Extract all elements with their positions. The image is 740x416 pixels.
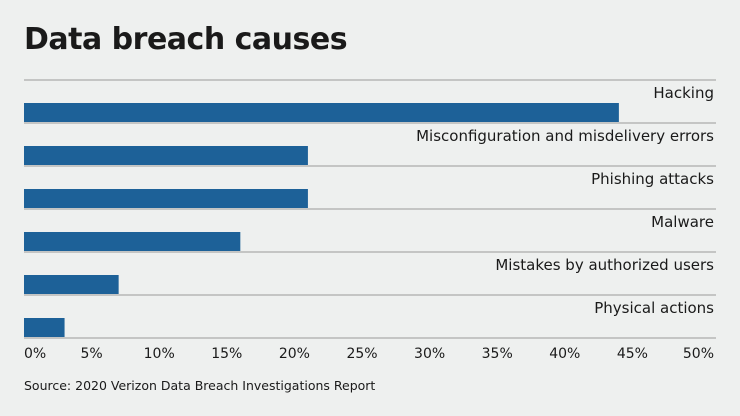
category-label-misconfiguration-and-misdelivery-errors: Misconfiguration and misdelivery errors (416, 127, 714, 145)
bar-mistakes-by-authorized-users (24, 275, 119, 294)
x-tick-label: 0% (24, 346, 46, 362)
x-tick-label: 40% (549, 346, 580, 362)
x-tick-label: 10% (144, 346, 175, 362)
category-label-physical-actions: Physical actions (594, 299, 714, 317)
category-label-hacking: Hacking (653, 84, 714, 102)
x-tick-label: 5% (80, 346, 102, 362)
x-tick-label: 20% (279, 346, 310, 362)
category-label-malware: Malware (651, 213, 714, 231)
x-tick-label: 30% (414, 346, 445, 362)
category-label-phishing-attacks: Phishing attacks (591, 170, 714, 188)
bar-malware (24, 232, 241, 251)
bar-physical-actions (24, 318, 65, 337)
category-label-mistakes-by-authorized-users: Mistakes by authorized users (495, 256, 714, 274)
bar-phishing-attacks (24, 189, 308, 208)
x-tick-label: 15% (211, 346, 242, 362)
source-note: Source: 2020 Verizon Data Breach Investi… (24, 378, 376, 393)
x-tick-label: 45% (617, 346, 648, 362)
x-tick-label: 25% (346, 346, 377, 362)
x-tick-label: 50% (683, 346, 714, 362)
bar-hacking (24, 103, 619, 122)
x-tick-label: 35% (482, 346, 513, 362)
bar-misconfiguration-and-misdelivery-errors (24, 146, 308, 165)
chart-title: Data breach causes (24, 22, 348, 57)
